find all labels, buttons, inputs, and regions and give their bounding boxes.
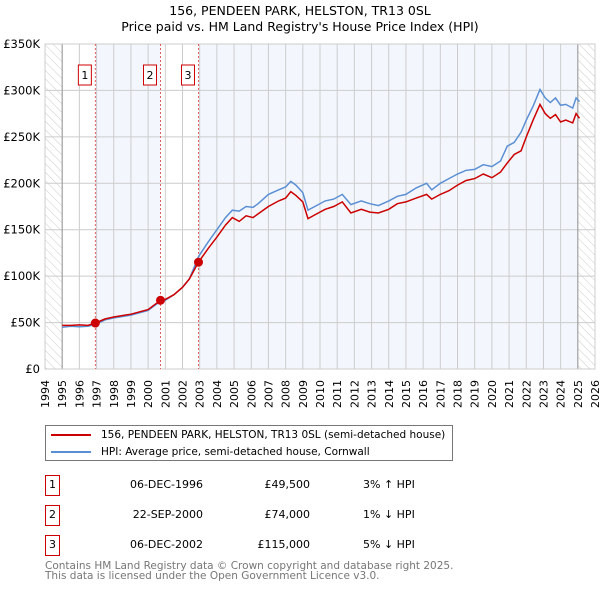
x-tick-label: 2015 xyxy=(400,380,413,408)
footer-copyright: Contains HM Land Registry data © Crown c… xyxy=(45,560,454,572)
sale-label-box xyxy=(180,64,195,86)
table-row: 3 06-DEC-2002 £115,000 5% ↓ HPI xyxy=(45,535,465,556)
x-tick-label: 2014 xyxy=(383,380,396,408)
x-tick-label: 2018 xyxy=(452,380,465,408)
sale-marker-box: 2 xyxy=(45,505,60,526)
ownership-shade xyxy=(198,44,578,369)
x-tick-label: 2001 xyxy=(159,380,172,408)
sale-marker-box: 3 xyxy=(45,535,60,556)
x-tick-label: 2020 xyxy=(486,380,499,408)
x-tick-label: 2021 xyxy=(503,380,516,408)
x-tick-label: 2022 xyxy=(520,380,533,408)
y-tick-label: £250K xyxy=(3,130,40,144)
legend-label-property: 156, PENDEEN PARK, HELSTON, TR13 0SL (se… xyxy=(101,429,446,441)
footer-license: This data is licensed under the Open Gov… xyxy=(45,570,380,582)
sale-date: 06-DEC-1996 xyxy=(129,478,203,491)
y-tick-label: £200K xyxy=(3,176,40,190)
x-tick-label: 2026 xyxy=(589,380,600,408)
sale-label: 1 xyxy=(81,69,88,82)
chart-title: 156, PENDEEN PARK, HELSTON, TR13 0SL xyxy=(169,3,431,18)
sale-marker-box: 1 xyxy=(45,475,60,496)
x-tick-label: 2009 xyxy=(297,380,310,408)
price-chart: 1994 1995 1996 1997 1998 1999 2000 2001 2002 2003… xyxy=(3,37,600,408)
x-tick-label: 2025 xyxy=(572,380,585,408)
y-tick-label: £150K xyxy=(3,223,40,237)
x-tick-label: 1998 xyxy=(108,380,121,408)
x-tick-label: 2011 xyxy=(331,380,344,408)
legend-swatch-red xyxy=(51,434,91,436)
x-tick-label: 2019 xyxy=(469,380,482,408)
sale-label-box xyxy=(77,64,92,86)
x-tick-label: 1997 xyxy=(91,380,104,408)
legend-item-hpi: HPI: Average price, semi-detached house,… xyxy=(51,444,370,460)
y-tick-label: £300K xyxy=(3,83,40,97)
legend-swatch-blue xyxy=(51,451,91,453)
sale-date: 06-DEC-2002 xyxy=(129,538,203,551)
y-tick-label: £100K xyxy=(3,269,40,283)
x-tick-label: 2013 xyxy=(366,380,379,408)
property-price-line xyxy=(62,102,581,327)
no-data-hatch-left xyxy=(45,44,63,369)
plot-border xyxy=(44,43,596,370)
legend-item-property: 156, PENDEEN PARK, HELSTON, TR13 0SL (se… xyxy=(51,427,445,443)
sale-hpi-diff: 3% ↑ HPI xyxy=(363,478,415,491)
sale-label-box xyxy=(143,64,157,86)
x-tick-label: 2007 xyxy=(262,380,275,408)
sale-price: £115,000 xyxy=(257,538,311,551)
x-tick-label: 2006 xyxy=(245,380,258,408)
x-tick-label: 1999 xyxy=(125,380,138,408)
x-tick-label: 1996 xyxy=(73,380,86,408)
y-tick-label: £50K xyxy=(11,316,41,330)
sale-hpi-diff: 1% ↓ HPI xyxy=(363,508,415,521)
x-tick-label: 2010 xyxy=(314,380,327,408)
x-tick-label: 2003 xyxy=(194,380,207,408)
legend-label-hpi: HPI: Average price, semi-detached house,… xyxy=(101,446,370,458)
table-row: 2 22-SEP-2000 £74,000 1% ↓ HPI xyxy=(45,505,465,526)
sale-hpi-diff: 5% ↓ HPI xyxy=(363,538,415,551)
x-tick-label: 2023 xyxy=(537,380,550,408)
y-tick-label: £0 xyxy=(25,362,40,376)
x-tick-label: 2024 xyxy=(555,380,568,408)
sale-date: 22-SEP-2000 xyxy=(132,508,203,521)
x-tick-label: 2005 xyxy=(228,380,241,408)
y-tick-label: £350K xyxy=(3,37,40,51)
sale-point xyxy=(156,295,165,305)
x-tick-label: 2008 xyxy=(280,380,293,408)
table-row: 1 06-DEC-1996 £49,500 3% ↑ HPI xyxy=(45,475,465,496)
sale-label: 2 xyxy=(147,69,154,82)
x-tick-label: 1994 xyxy=(39,380,52,408)
sale-point xyxy=(193,257,203,267)
chart-subtitle: Price paid vs. HM Land Registry's House … xyxy=(121,19,479,34)
x-tick-label: 2017 xyxy=(434,380,447,408)
x-tick-label: 2000 xyxy=(142,380,155,408)
sale-price: £49,500 xyxy=(264,478,311,491)
x-tick-label: 1995 xyxy=(56,380,69,408)
x-tick-label: 2002 xyxy=(177,380,190,408)
x-tick-label: 2012 xyxy=(348,380,361,408)
x-tick-label: 2016 xyxy=(417,380,430,408)
legend: 156, PENDEEN PARK, HELSTON, TR13 0SL (se… xyxy=(45,425,453,461)
sale-label: 3 xyxy=(184,69,191,82)
sale-price: £74,000 xyxy=(264,508,311,521)
x-tick-label: 2004 xyxy=(211,380,224,408)
sale-point xyxy=(90,318,100,328)
no-data-hatch-right xyxy=(577,44,595,369)
